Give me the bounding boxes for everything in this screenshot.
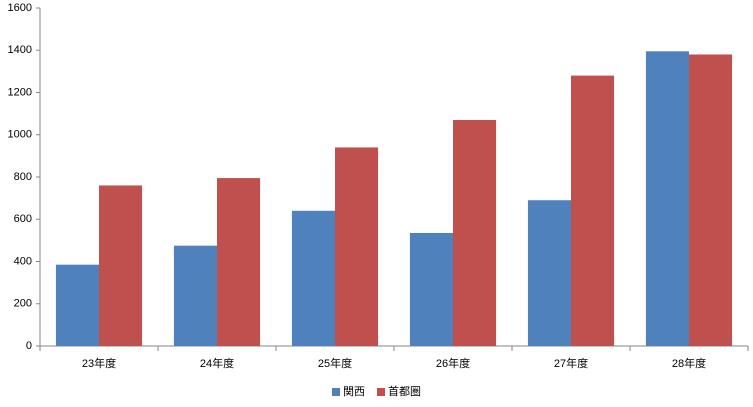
bar	[409, 232, 453, 346]
bar	[527, 200, 571, 346]
x-tick-label: 23年度	[82, 356, 116, 370]
bar	[689, 54, 733, 346]
bar	[571, 75, 615, 346]
legend-label: 関西	[343, 385, 365, 398]
y-tick-label: 200	[14, 298, 32, 310]
x-tick-label: 26年度	[436, 356, 470, 370]
bar	[335, 147, 379, 346]
y-tick-label: 1200	[8, 86, 32, 98]
y-tick-label: 400	[14, 255, 32, 267]
x-tick-label: 25年度	[318, 356, 352, 370]
y-tick-label: 1000	[8, 129, 32, 141]
legend-swatch	[377, 388, 385, 396]
y-tick-label: 800	[14, 171, 32, 183]
y-tick-label: 1400	[8, 44, 32, 56]
x-tick-label: 28年度	[672, 356, 706, 370]
x-tick-label: 27年度	[554, 356, 588, 370]
bar	[291, 210, 335, 346]
legend-label: 首都圏	[388, 384, 421, 398]
bar	[55, 264, 99, 346]
x-tick-label: 24年度	[200, 356, 234, 370]
y-tick-label: 600	[14, 213, 32, 225]
bar	[99, 185, 143, 346]
y-tick-label: 1600	[8, 2, 32, 14]
legend-swatch	[332, 388, 340, 396]
bar	[217, 178, 261, 346]
bar	[173, 245, 217, 346]
y-tick-label: 0	[26, 340, 32, 352]
bar	[453, 119, 497, 347]
bar	[645, 51, 689, 347]
